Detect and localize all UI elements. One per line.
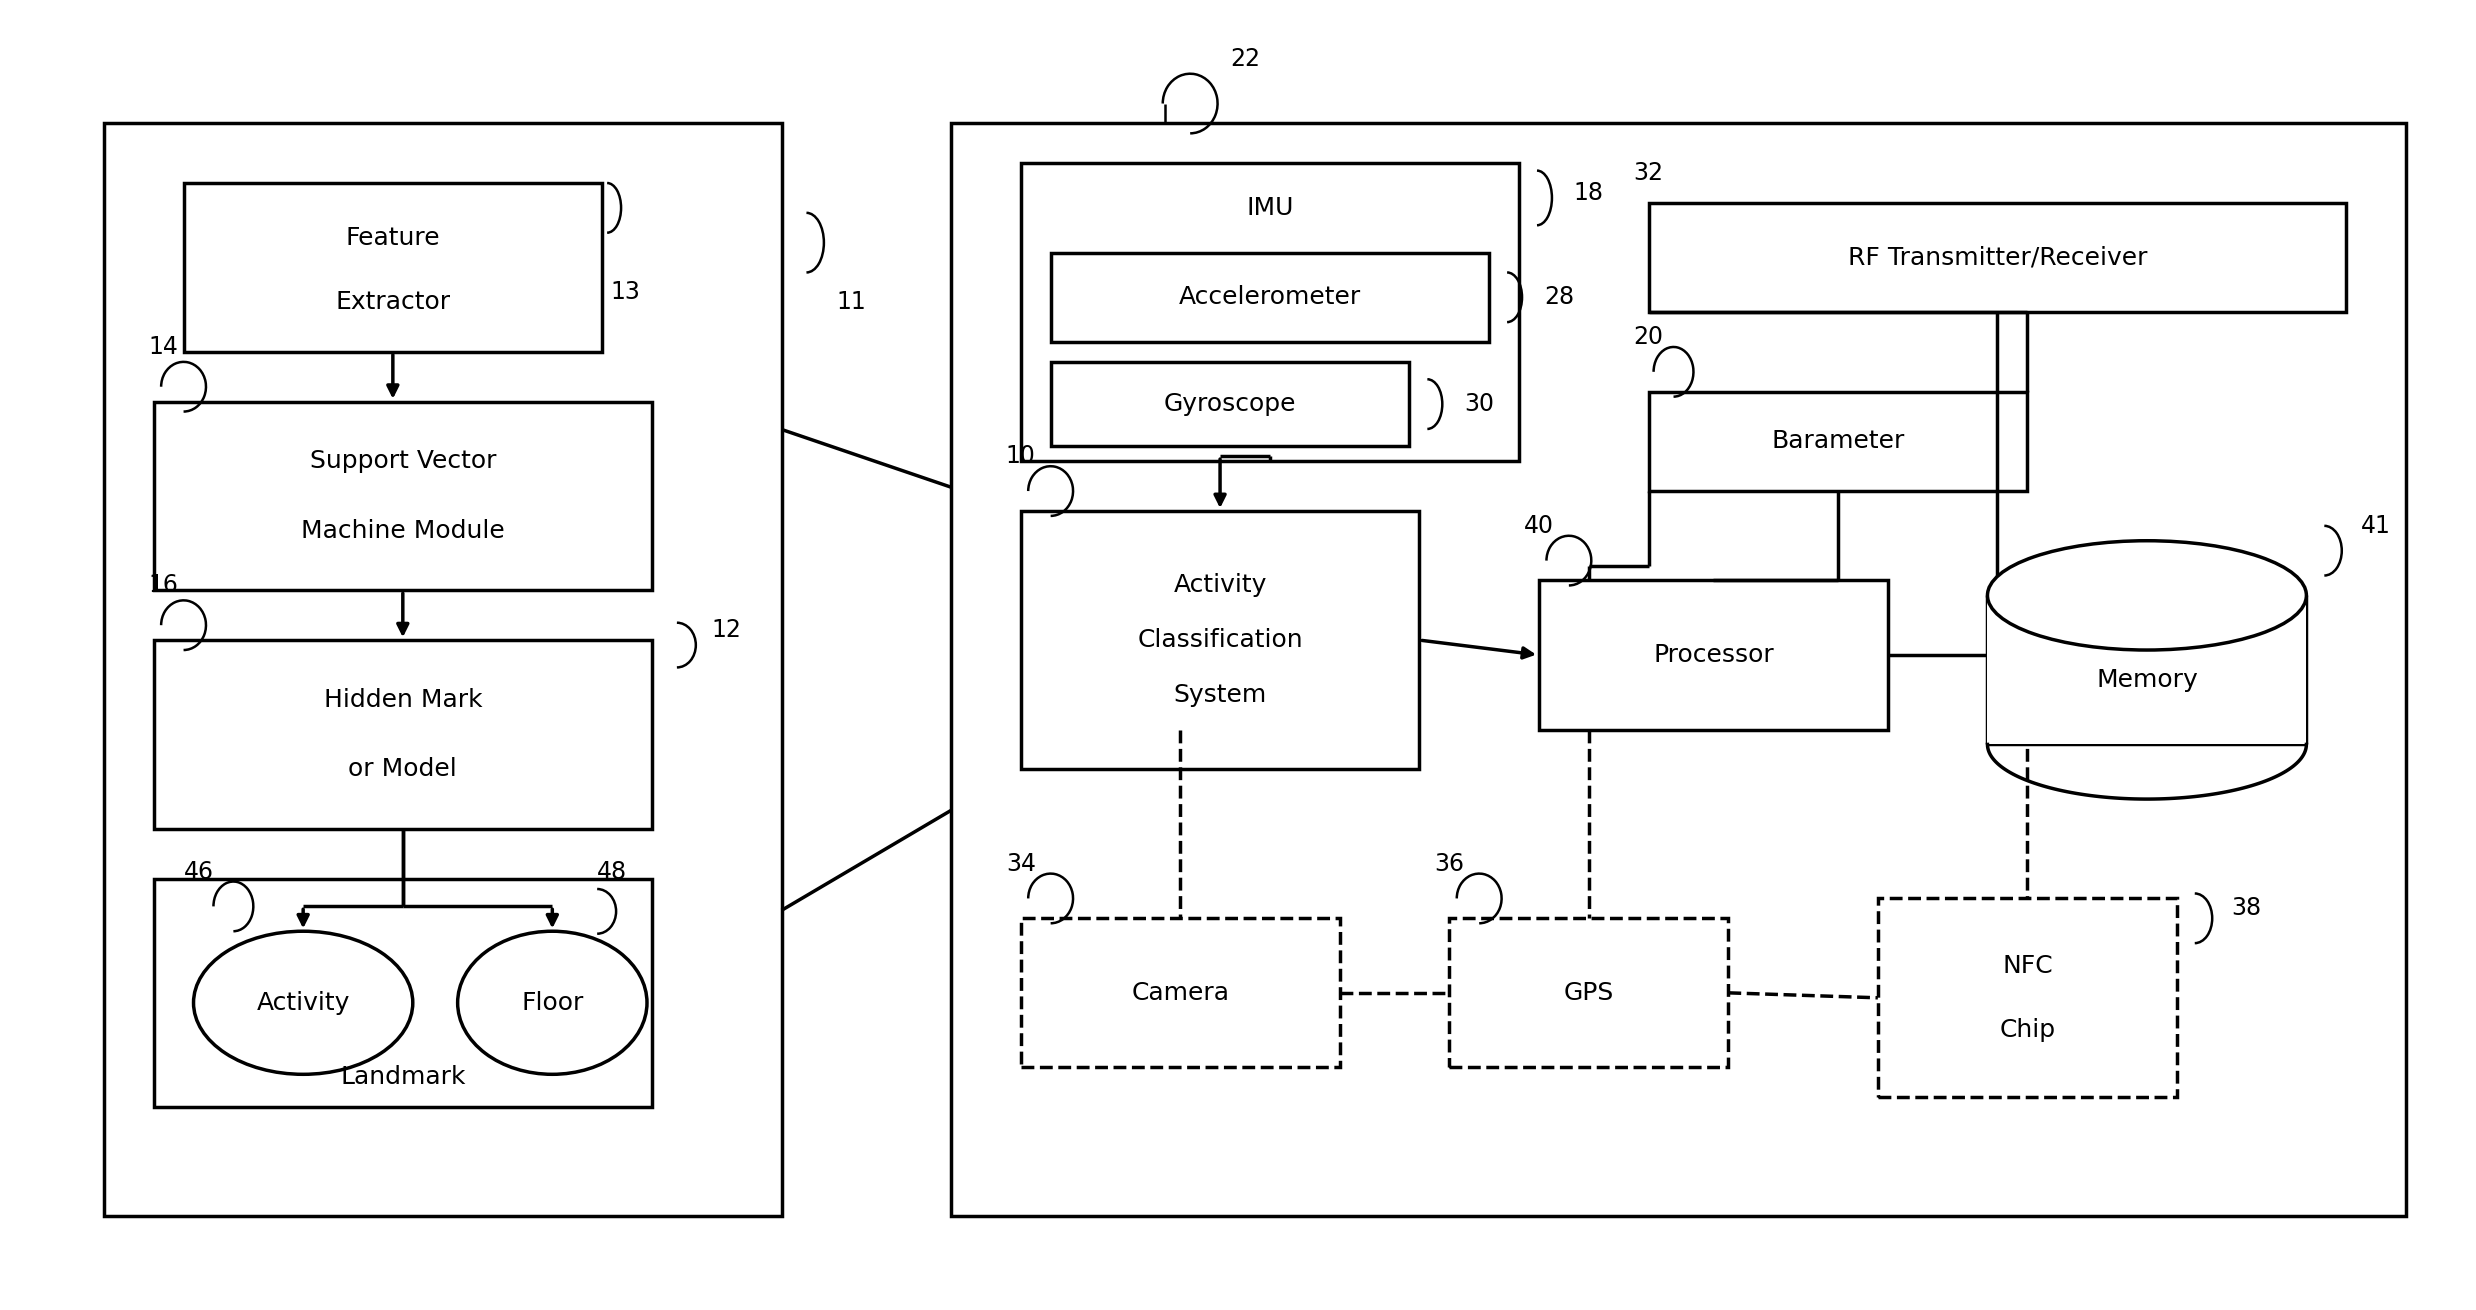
Text: 30: 30 [1463, 392, 1493, 417]
Text: RF Transmitter/Receiver: RF Transmitter/Receiver [1847, 245, 2147, 270]
Text: Feature: Feature [347, 225, 441, 250]
Text: 14: 14 [149, 335, 178, 359]
Text: Landmark: Landmark [339, 1065, 465, 1090]
FancyBboxPatch shape [1540, 580, 1887, 730]
FancyBboxPatch shape [1448, 918, 1728, 1068]
FancyBboxPatch shape [1649, 203, 2347, 312]
Text: Hidden Mark: Hidden Mark [324, 688, 483, 711]
FancyBboxPatch shape [104, 123, 782, 1217]
Text: Activity: Activity [258, 990, 349, 1015]
Text: 10: 10 [1005, 444, 1035, 468]
FancyBboxPatch shape [154, 402, 651, 591]
FancyBboxPatch shape [1050, 362, 1409, 447]
Text: IMU: IMU [1245, 196, 1292, 220]
Text: 22: 22 [1231, 47, 1260, 71]
Text: 16: 16 [149, 574, 178, 597]
Text: 41: 41 [2362, 514, 2392, 538]
Text: Accelerometer: Accelerometer [1179, 286, 1362, 309]
FancyBboxPatch shape [183, 183, 602, 352]
FancyBboxPatch shape [1649, 392, 2028, 491]
Text: 32: 32 [1634, 161, 1664, 185]
FancyBboxPatch shape [1020, 164, 1520, 461]
Text: NFC: NFC [2003, 954, 2053, 979]
FancyBboxPatch shape [1020, 918, 1340, 1068]
Text: 28: 28 [1545, 286, 1575, 309]
FancyBboxPatch shape [1877, 899, 2176, 1098]
Text: 34: 34 [1005, 852, 1035, 875]
Text: 20: 20 [1634, 325, 1664, 348]
Text: Floor: Floor [520, 990, 584, 1015]
Text: System: System [1174, 683, 1268, 707]
FancyBboxPatch shape [1020, 511, 1419, 769]
Text: Gyroscope: Gyroscope [1164, 392, 1297, 417]
Text: Extractor: Extractor [334, 291, 451, 314]
Text: Processor: Processor [1654, 643, 1773, 667]
Text: 48: 48 [597, 859, 626, 884]
Text: 36: 36 [1434, 852, 1463, 875]
Ellipse shape [193, 931, 413, 1074]
Ellipse shape [458, 931, 646, 1074]
Text: Memory: Memory [2097, 668, 2199, 692]
Text: Camera: Camera [1132, 981, 1228, 1005]
FancyBboxPatch shape [154, 641, 651, 829]
Ellipse shape [1988, 541, 2305, 650]
FancyBboxPatch shape [951, 123, 2407, 1217]
FancyBboxPatch shape [1050, 253, 1488, 342]
Text: Machine Module: Machine Module [302, 519, 505, 542]
Text: or Model: or Model [349, 757, 458, 781]
Text: 11: 11 [837, 291, 867, 314]
Text: 13: 13 [609, 280, 639, 304]
Text: GPS: GPS [1565, 981, 1614, 1005]
Text: Activity: Activity [1174, 574, 1268, 597]
Text: 12: 12 [711, 618, 743, 642]
Text: Support Vector: Support Vector [310, 449, 495, 473]
FancyBboxPatch shape [1988, 595, 2305, 744]
Text: Chip: Chip [1998, 1018, 2055, 1041]
Text: 46: 46 [183, 859, 213, 884]
Text: 18: 18 [1575, 181, 1604, 204]
FancyBboxPatch shape [154, 879, 651, 1107]
Text: Barameter: Barameter [1770, 430, 1904, 453]
Text: 40: 40 [1525, 514, 1555, 538]
Text: Classification: Classification [1136, 627, 1302, 652]
Text: 38: 38 [2231, 896, 2261, 921]
